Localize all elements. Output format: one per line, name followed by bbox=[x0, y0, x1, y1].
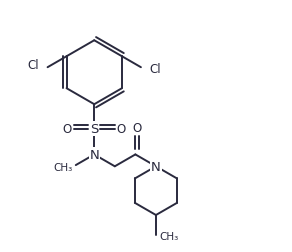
Text: N: N bbox=[89, 148, 99, 161]
Text: O: O bbox=[63, 122, 72, 136]
Text: CH₃: CH₃ bbox=[54, 163, 73, 173]
Text: S: S bbox=[90, 122, 98, 136]
Text: O: O bbox=[117, 122, 126, 136]
Text: Cl: Cl bbox=[27, 58, 39, 71]
Text: Cl: Cl bbox=[150, 63, 161, 76]
Text: CH₃: CH₃ bbox=[160, 231, 179, 241]
Text: N: N bbox=[151, 160, 161, 173]
Text: N: N bbox=[151, 160, 161, 173]
Text: O: O bbox=[132, 122, 142, 135]
